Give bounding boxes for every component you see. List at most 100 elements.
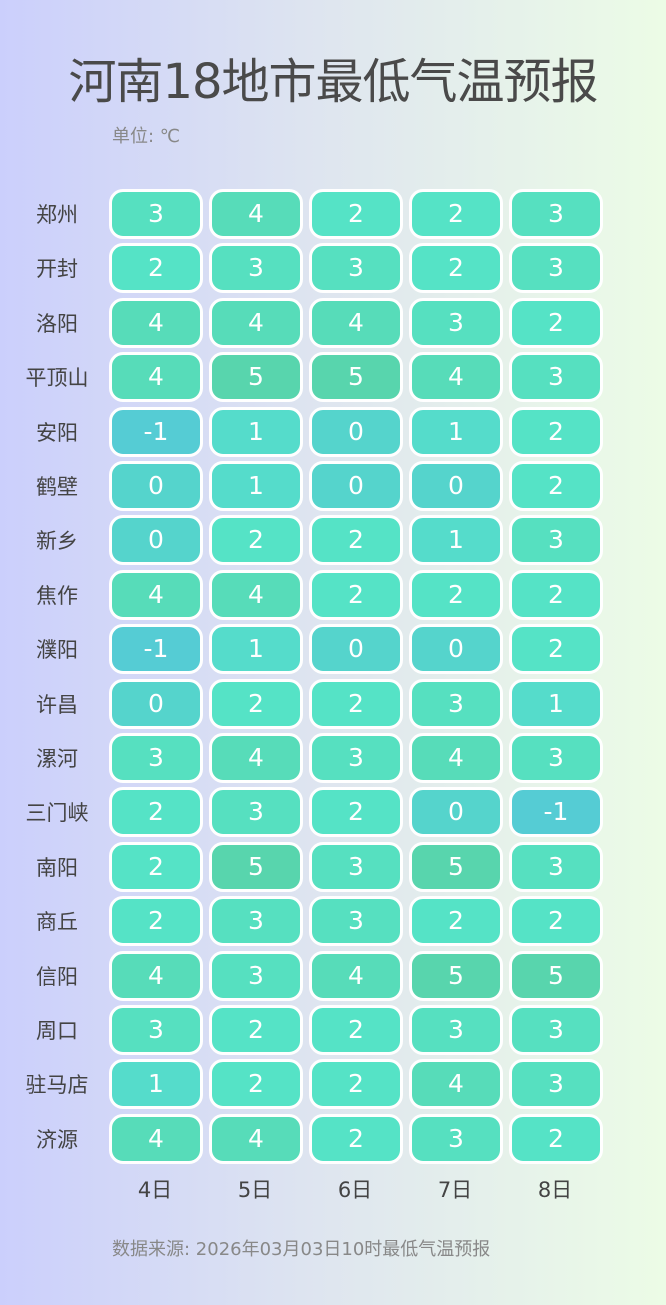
heatmap-cell: 1	[209, 461, 303, 511]
heatmap-cell: 3	[509, 1059, 603, 1110]
heatmap-cell: 2	[209, 678, 303, 729]
row-label: 鹤壁	[36, 475, 78, 499]
heatmap-cell: 2	[409, 189, 503, 239]
heatmap-cell: 0	[309, 406, 403, 457]
heatmap-cell: 2	[109, 787, 203, 838]
row-label: 安阳	[36, 420, 78, 445]
row-label: 焦作	[36, 583, 78, 608]
heatmap-cell: 0	[409, 624, 503, 675]
heatmap-cell: 2	[409, 243, 503, 294]
row-label: 平顶山	[25, 366, 89, 391]
heatmap-cell: 3	[209, 243, 303, 294]
heatmap-cell: 4	[409, 733, 503, 783]
heatmap-cell: -1	[109, 406, 203, 457]
heatmap-cell: 2	[509, 297, 603, 348]
row-label: 濮阳	[36, 638, 78, 663]
heatmap-cell: 2	[109, 896, 203, 947]
heatmap-cell: 3	[209, 950, 303, 1001]
row-label: 周口	[36, 1019, 78, 1043]
heatmap-cell: 0	[409, 787, 503, 838]
heatmap-cell: 3	[109, 733, 203, 783]
column-label: 7日	[437, 1178, 473, 1202]
column-label: 6日	[337, 1178, 373, 1202]
heatmap-cell: 2	[309, 189, 403, 239]
heatmap-cell: 3	[509, 733, 603, 783]
heatmap-cell: 2	[309, 1113, 403, 1164]
heatmap-cell: 4	[109, 297, 203, 348]
heatmap-cell: 0	[409, 461, 503, 511]
heatmap-cell: 0	[109, 515, 203, 566]
heatmap-cell: 3	[509, 841, 603, 892]
heatmap-cell: 3	[109, 1005, 203, 1055]
row-label: 许昌	[36, 692, 78, 717]
heatmap-cell: 3	[309, 733, 403, 783]
heatmap-cell: -1	[109, 624, 203, 675]
heatmap-cell: 2	[309, 569, 403, 620]
column-label: 8日	[537, 1178, 573, 1202]
heatmap-cell: 2	[109, 243, 203, 294]
heatmap-cell: 2	[309, 787, 403, 838]
heatmap-cell: 3	[509, 352, 603, 403]
heatmap-cell: 2	[309, 515, 403, 566]
heatmap-cell: 4	[109, 1113, 203, 1164]
heatmap-cell: 3	[409, 1113, 503, 1164]
unit-label: 单位: ℃	[112, 126, 181, 147]
heatmap-cell: 3	[309, 896, 403, 947]
heatmap-cell: 4	[409, 1059, 503, 1110]
heatmap-cell: 0	[309, 624, 403, 675]
heatmap-cell: 2	[409, 896, 503, 947]
heatmap-cell: 5	[509, 950, 603, 1001]
heatmap-cell: 2	[509, 1113, 603, 1164]
heatmap-cell: 3	[309, 841, 403, 892]
heatmap-cell: 3	[509, 1005, 603, 1055]
heatmap-cell: 2	[309, 1059, 403, 1110]
heatmap-cell: 2	[209, 1059, 303, 1110]
heatmap-cell: 3	[309, 243, 403, 294]
heatmap-cell: 2	[509, 624, 603, 675]
heatmap-cell: 5	[409, 950, 503, 1001]
heatmap-cell: 4	[209, 297, 303, 348]
heatmap-cell: 4	[309, 950, 403, 1001]
row-label: 郑州	[36, 203, 78, 227]
heatmap-cell: 4	[209, 569, 303, 620]
row-label: 新乡	[36, 529, 78, 554]
row-label: 济源	[36, 1127, 78, 1152]
heatmap-cell: 5	[309, 352, 403, 403]
heatmap-cell: 1	[209, 406, 303, 457]
data-source: 数据来源: 2026年03月03日10时最低气温预报	[112, 1239, 491, 1260]
column-label: 5日	[237, 1178, 273, 1202]
heatmap-cell: 2	[509, 461, 603, 511]
row-label: 商丘	[36, 910, 78, 935]
heatmap-cell: 3	[109, 189, 203, 239]
heatmap-cell: 4	[109, 569, 203, 620]
row-label: 南阳	[36, 855, 78, 880]
heatmap-cell: 0	[109, 461, 203, 511]
heatmap-cell: 0	[109, 678, 203, 729]
heatmap-cell: 3	[409, 678, 503, 729]
heatmap-cell: 2	[309, 1005, 403, 1055]
row-label: 漯河	[36, 747, 78, 771]
heatmap-cell: 2	[509, 406, 603, 457]
heatmap-cell: 2	[509, 896, 603, 947]
column-label: 4日	[137, 1178, 173, 1202]
heatmap-cell: 1	[209, 624, 303, 675]
heatmap-cell: 2	[309, 678, 403, 729]
heatmap-cell: 4	[209, 733, 303, 783]
row-label: 洛阳	[36, 311, 78, 336]
heatmap-cell: 2	[409, 569, 503, 620]
heatmap-cell: 3	[209, 787, 303, 838]
row-label: 信阳	[36, 964, 78, 989]
heatmap-cell: 1	[109, 1059, 203, 1110]
heatmap-cell: 4	[409, 352, 503, 403]
heatmap-cell: 2	[109, 841, 203, 892]
heatmap-cell: 4	[109, 950, 203, 1001]
heatmap-cell: 5	[209, 841, 303, 892]
heatmap-cell: 3	[509, 189, 603, 239]
heatmap-cell: 3	[209, 896, 303, 947]
heatmap-cell: 2	[209, 1005, 303, 1055]
chart-title: 河南18地市最低气温预报	[68, 54, 598, 110]
heatmap-cell: 4	[209, 1113, 303, 1164]
heatmap-cell: 4	[209, 189, 303, 239]
heatmap-cell: 4	[109, 352, 203, 403]
heatmap-cell: -1	[509, 787, 603, 838]
